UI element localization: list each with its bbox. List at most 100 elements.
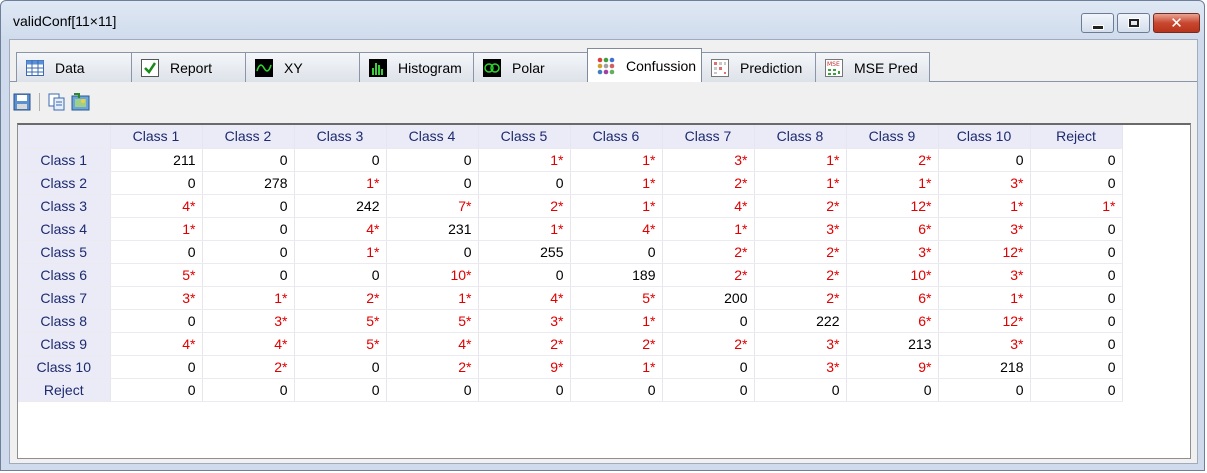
column-header[interactable]: Class 2 — [202, 125, 295, 149]
matrix-cell[interactable]: 3* — [478, 309, 571, 333]
column-header[interactable]: Class 9 — [846, 125, 939, 149]
matrix-cell[interactable]: 10* — [846, 263, 939, 287]
export-image-icon[interactable] — [71, 92, 91, 112]
matrix-cell[interactable]: 2* — [754, 263, 847, 287]
matrix-cell[interactable]: 0 — [294, 355, 387, 379]
matrix-cell[interactable]: 0 — [1030, 286, 1123, 310]
matrix-cell[interactable]: 213 — [846, 332, 939, 356]
matrix-cell[interactable]: 4* — [110, 194, 203, 218]
matrix-cell[interactable]: 1* — [570, 148, 663, 172]
matrix-cell[interactable]: 12* — [846, 194, 939, 218]
column-header[interactable]: Reject — [1030, 125, 1123, 149]
row-header[interactable]: Class 3 — [18, 194, 111, 218]
matrix-cell[interactable]: 2* — [294, 286, 387, 310]
matrix-cell[interactable]: 0 — [1030, 309, 1123, 333]
matrix-cell[interactable]: 2* — [662, 332, 755, 356]
matrix-cell[interactable]: 7* — [386, 194, 479, 218]
matrix-cell[interactable]: 2* — [754, 240, 847, 264]
matrix-cell[interactable]: 1* — [1030, 194, 1123, 218]
row-header[interactable]: Class 8 — [18, 309, 111, 333]
tab-polar[interactable]: Polar — [473, 52, 588, 82]
matrix-cell[interactable]: 5* — [386, 309, 479, 333]
matrix-cell[interactable]: 255 — [478, 240, 571, 264]
matrix-cell[interactable]: 3* — [754, 332, 847, 356]
matrix-cell[interactable]: 6* — [846, 309, 939, 333]
confusion-matrix-grid[interactable]: Class 1 Class 2 Class 3 Class 4 Class 5 … — [17, 123, 1191, 459]
matrix-cell[interactable]: 0 — [202, 240, 295, 264]
matrix-cell[interactable]: 218 — [938, 355, 1031, 379]
matrix-cell[interactable]: 222 — [754, 309, 847, 333]
matrix-cell[interactable]: 4* — [478, 286, 571, 310]
matrix-cell[interactable]: 0 — [110, 309, 203, 333]
matrix-cell[interactable]: 0 — [1030, 217, 1123, 241]
row-header[interactable]: Class 7 — [18, 286, 111, 310]
matrix-cell[interactable]: 9* — [478, 355, 571, 379]
row-header[interactable]: Class 4 — [18, 217, 111, 241]
tab-confussion[interactable]: Confussion — [587, 48, 702, 82]
matrix-cell[interactable]: 12* — [938, 240, 1031, 264]
column-header[interactable]: Class 4 — [386, 125, 479, 149]
matrix-cell[interactable]: 3* — [754, 217, 847, 241]
column-header[interactable]: Class 1 — [110, 125, 203, 149]
matrix-cell[interactable]: 0 — [110, 378, 203, 402]
matrix-cell[interactable]: 4* — [662, 194, 755, 218]
matrix-cell[interactable]: 5* — [294, 332, 387, 356]
matrix-cell[interactable]: 0 — [386, 378, 479, 402]
matrix-cell[interactable]: 0 — [662, 309, 755, 333]
matrix-cell[interactable]: 2* — [478, 194, 571, 218]
matrix-cell[interactable]: 2* — [202, 355, 295, 379]
matrix-cell[interactable]: 5* — [570, 286, 663, 310]
row-header[interactable]: Class 2 — [18, 171, 111, 195]
matrix-cell[interactable]: 0 — [938, 148, 1031, 172]
matrix-cell[interactable]: 278 — [202, 171, 295, 195]
matrix-cell[interactable]: 4* — [386, 332, 479, 356]
matrix-cell[interactable]: 0 — [202, 194, 295, 218]
matrix-cell[interactable]: 0 — [1030, 240, 1123, 264]
matrix-cell[interactable]: 1* — [754, 171, 847, 195]
matrix-cell[interactable]: 0 — [202, 217, 295, 241]
matrix-cell[interactable]: 1* — [754, 148, 847, 172]
matrix-cell[interactable]: 1* — [478, 217, 571, 241]
matrix-cell[interactable]: 231 — [386, 217, 479, 241]
matrix-cell[interactable]: 2* — [662, 263, 755, 287]
matrix-cell[interactable]: 2* — [662, 240, 755, 264]
row-header[interactable]: Class 9 — [18, 332, 111, 356]
matrix-cell[interactable]: 0 — [1030, 355, 1123, 379]
matrix-cell[interactable]: 4* — [570, 217, 663, 241]
matrix-cell[interactable]: 5* — [294, 309, 387, 333]
matrix-cell[interactable]: 0 — [386, 148, 479, 172]
matrix-cell[interactable]: 0 — [386, 171, 479, 195]
matrix-cell[interactable]: 0 — [478, 378, 571, 402]
row-header[interactable]: Class 1 — [18, 148, 111, 172]
matrix-cell[interactable]: 12* — [938, 309, 1031, 333]
matrix-cell[interactable]: 0 — [846, 378, 939, 402]
matrix-cell[interactable]: 0 — [478, 171, 571, 195]
matrix-cell[interactable]: 6* — [846, 286, 939, 310]
matrix-cell[interactable]: 1* — [386, 286, 479, 310]
matrix-cell[interactable]: 0 — [754, 378, 847, 402]
column-header[interactable]: Class 7 — [662, 125, 755, 149]
matrix-cell[interactable]: 9* — [846, 355, 939, 379]
matrix-cell[interactable]: 2* — [570, 332, 663, 356]
matrix-cell[interactable]: 189 — [570, 263, 663, 287]
matrix-cell[interactable]: 3* — [846, 240, 939, 264]
matrix-cell[interactable]: 3* — [938, 263, 1031, 287]
matrix-cell[interactable]: 0 — [570, 240, 663, 264]
matrix-cell[interactable]: 1* — [570, 355, 663, 379]
matrix-cell[interactable]: 2* — [662, 171, 755, 195]
matrix-cell[interactable]: 2* — [386, 355, 479, 379]
matrix-cell[interactable]: 0 — [1030, 148, 1123, 172]
matrix-cell[interactable]: 2* — [754, 286, 847, 310]
matrix-cell[interactable]: 3* — [754, 355, 847, 379]
title-bar[interactable]: validConf[11×11] ✕ — [1, 1, 1204, 39]
matrix-cell[interactable]: 2* — [478, 332, 571, 356]
matrix-cell[interactable]: 0 — [294, 378, 387, 402]
tab-prediction[interactable]: Prediction — [701, 52, 816, 82]
matrix-cell[interactable]: 200 — [662, 286, 755, 310]
column-header[interactable]: Class 8 — [754, 125, 847, 149]
matrix-cell[interactable]: 0 — [662, 355, 755, 379]
matrix-cell[interactable]: 0 — [110, 171, 203, 195]
column-header[interactable]: Class 6 — [570, 125, 663, 149]
matrix-cell[interactable]: 0 — [202, 263, 295, 287]
tab-histogram[interactable]: Histogram — [359, 52, 474, 82]
